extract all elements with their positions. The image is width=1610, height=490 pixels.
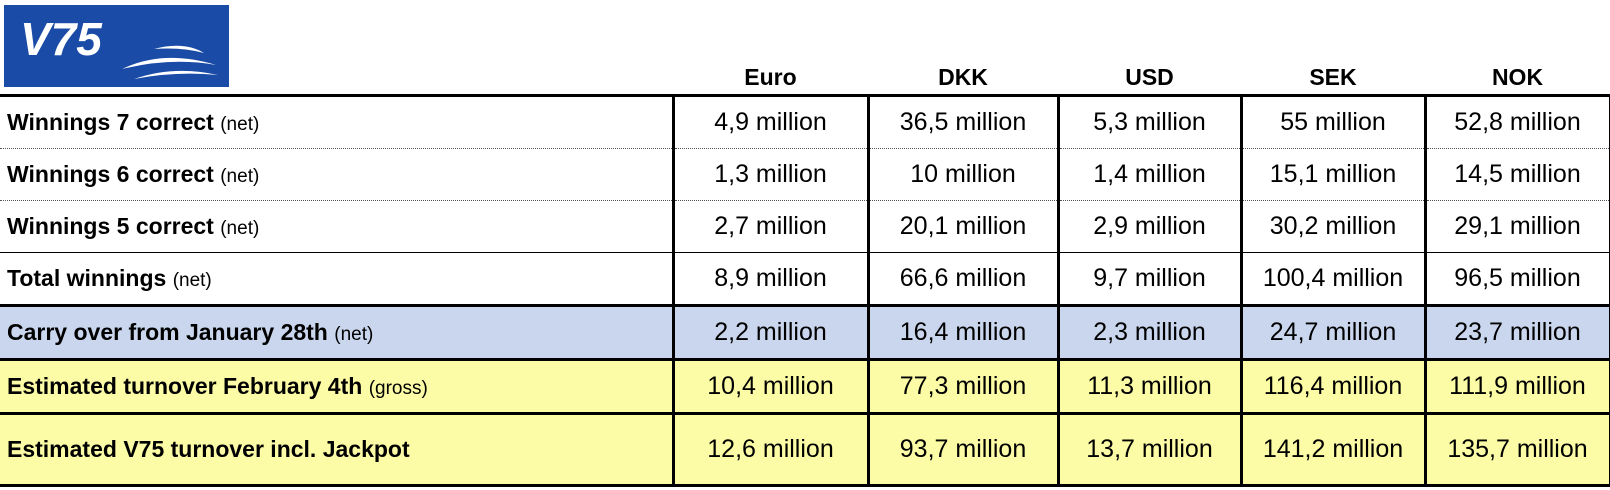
column-header-nok: NOK — [1491, 64, 1544, 90]
cell-nok: 111,9 million — [1423, 359, 1610, 415]
row-label: Winnings 5 correct (net) — [0, 200, 673, 253]
column-header-dkk: DKK — [938, 64, 988, 90]
logo-swoosh — [122, 57, 216, 69]
cell-nok: 52,8 million — [1423, 94, 1610, 149]
row-label-text: Total winnings — [7, 265, 167, 291]
cell-sek: 24,7 million — [1239, 305, 1425, 361]
cell-sek: 141,2 million — [1239, 413, 1425, 487]
row-label: Total winnings (net) — [0, 252, 673, 307]
logo-swoosh — [134, 70, 218, 79]
column-header-sek: SEK — [1309, 64, 1357, 90]
column-header-euro: Euro — [744, 64, 797, 90]
cell-sek: 30,2 million — [1239, 200, 1425, 253]
cell-euro: 1,3 million — [671, 148, 868, 201]
row-note: (net) — [172, 270, 212, 291]
row-label: Estimated turnover February 4th (gross) — [0, 359, 673, 415]
row-winnings-5-correct: Winnings 5 correct (net) 2,7 million 20,… — [0, 200, 1610, 253]
cell-usd: 2,3 million — [1056, 305, 1241, 361]
cell-dkk: 93,7 million — [866, 413, 1058, 487]
row-note: (net) — [220, 114, 260, 135]
cell-dkk: 77,3 million — [866, 359, 1058, 415]
header-row: Euro DKK USD SEK NOK — [0, 55, 1610, 96]
cell-usd: 13,7 million — [1056, 413, 1241, 487]
row-note: (net) — [220, 166, 260, 187]
row-estimated-turnover-jackpot: Estimated V75 turnover incl. Jackpot 12,… — [0, 413, 1610, 487]
cell-sek: 55 million — [1239, 94, 1425, 149]
row-note: (gross) — [368, 378, 428, 399]
cell-euro: 4,9 million — [671, 94, 868, 149]
cell-usd: 11,3 million — [1056, 359, 1241, 415]
logo-text: V75 — [20, 13, 103, 65]
cell-nok: 14,5 million — [1423, 148, 1610, 201]
row-label: Winnings 7 correct (net) — [0, 94, 673, 149]
cell-usd: 9,7 million — [1056, 252, 1241, 307]
cell-dkk: 16,4 million — [866, 305, 1058, 361]
cell-nok: 29,1 million — [1423, 200, 1610, 253]
row-label-text: Winnings 7 correct — [7, 109, 214, 135]
row-label-text: Estimated turnover February 4th — [7, 373, 363, 399]
cell-usd: 1,4 million — [1056, 148, 1241, 201]
cell-euro: 10,4 million — [671, 359, 868, 415]
logo-swoosh — [154, 45, 204, 53]
column-header-usd: USD — [1125, 64, 1174, 90]
cell-nok: 96,5 million — [1423, 252, 1610, 307]
row-label-text: Winnings 6 correct — [7, 161, 214, 187]
row-note: (net) — [334, 324, 374, 345]
v75-logo: V75 — [4, 5, 229, 87]
row-winnings-7-correct: Winnings 7 correct (net) 4,9 million 36,… — [0, 94, 1610, 149]
cell-usd: 5,3 million — [1056, 94, 1241, 149]
cell-nok: 135,7 million — [1423, 413, 1610, 487]
cell-euro: 12,6 million — [671, 413, 868, 487]
row-label-text: Estimated V75 turnover incl. Jackpot — [7, 436, 410, 462]
row-total-winnings: Total winnings (net) 8,9 million 66,6 mi… — [0, 252, 1610, 307]
row-estimated-turnover: Estimated turnover February 4th (gross) … — [0, 359, 1610, 415]
row-label: Estimated V75 turnover incl. Jackpot — [0, 413, 673, 487]
cell-dkk: 20,1 million — [866, 200, 1058, 253]
row-label-text: Carry over from January 28th — [7, 319, 328, 345]
cell-dkk: 36,5 million — [866, 94, 1058, 149]
winnings-table: Euro DKK USD SEK NOK Winnings 7 correct … — [0, 55, 1610, 487]
cell-euro: 2,2 million — [671, 305, 868, 361]
row-label-text: Winnings 5 correct — [7, 213, 214, 239]
cell-sek: 15,1 million — [1239, 148, 1425, 201]
row-label: Carry over from January 28th (net) — [0, 305, 673, 361]
row-carry-over: Carry over from January 28th (net) 2,2 m… — [0, 305, 1610, 361]
row-note: (net) — [220, 218, 260, 239]
row-label: Winnings 6 correct (net) — [0, 148, 673, 201]
cell-usd: 2,9 million — [1056, 200, 1241, 253]
cell-dkk: 10 million — [866, 148, 1058, 201]
cell-dkk: 66,6 million — [866, 252, 1058, 307]
header-spacer — [0, 55, 673, 96]
cell-euro: 8,9 million — [671, 252, 868, 307]
cell-sek: 116,4 million — [1239, 359, 1425, 415]
row-winnings-6-correct: Winnings 6 correct (net) 1,3 million 10 … — [0, 148, 1610, 201]
cell-nok: 23,7 million — [1423, 305, 1610, 361]
cell-euro: 2,7 million — [671, 200, 868, 253]
cell-sek: 100,4 million — [1239, 252, 1425, 307]
